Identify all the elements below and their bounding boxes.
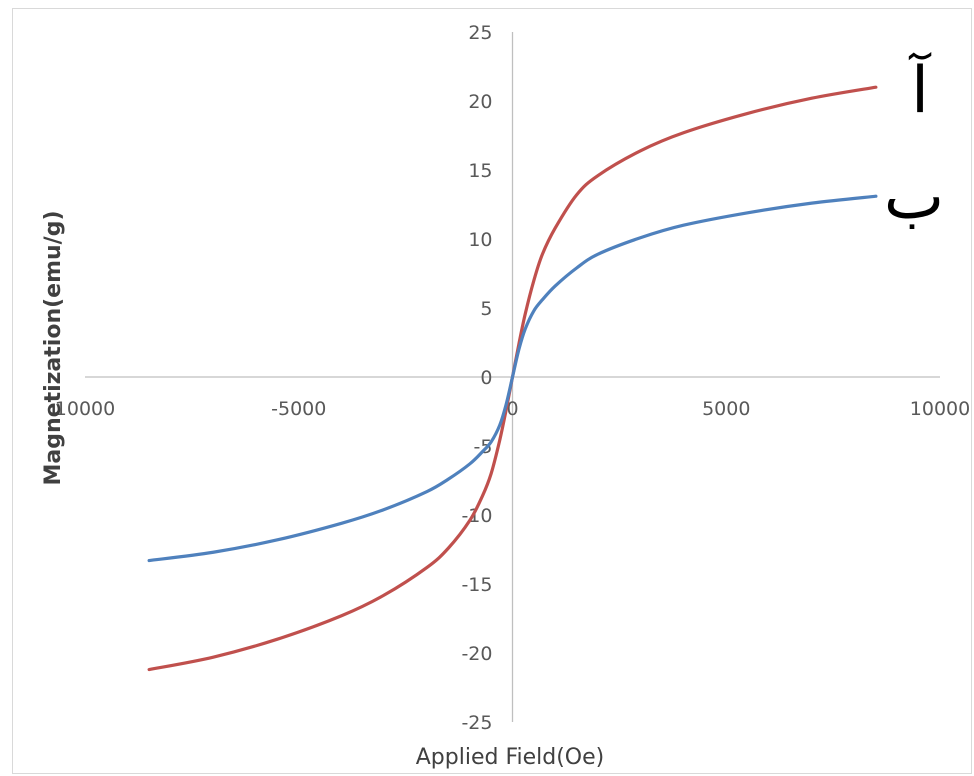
chart-frame	[12, 8, 972, 774]
series-lines	[147, 85, 878, 672]
y-axis-title: Magnetization(emu/g)	[41, 210, 66, 485]
y-tick-label: -5	[474, 436, 493, 458]
x-tick-label: 5000	[702, 398, 750, 420]
y-tick-label: 15	[468, 160, 492, 182]
x-axis-title: Applied Field(Oe)	[416, 745, 605, 770]
y-tick-label: 20	[468, 91, 492, 113]
series-label-a: آ	[908, 51, 932, 128]
y-tick-label: 10	[468, 229, 492, 251]
series-line-b	[147, 194, 878, 563]
series-label-b: ب	[884, 160, 944, 234]
y-tick-label: 0	[480, 367, 492, 389]
x-tick-label: -5000	[271, 398, 326, 420]
y-tick-label: 5	[480, 298, 492, 320]
x-tick-label: 10000	[55, 398, 115, 420]
x-tick-labels: 10000 -5000 0 5000 10000	[55, 398, 970, 420]
x-tick-label: 10000	[910, 398, 970, 420]
y-tick-label: 25	[468, 22, 492, 44]
y-tick-label: -25	[461, 712, 492, 734]
x-tick-label: 0	[506, 398, 518, 420]
y-tick-label: -15	[461, 574, 492, 596]
y-tick-label: -20	[461, 643, 492, 665]
